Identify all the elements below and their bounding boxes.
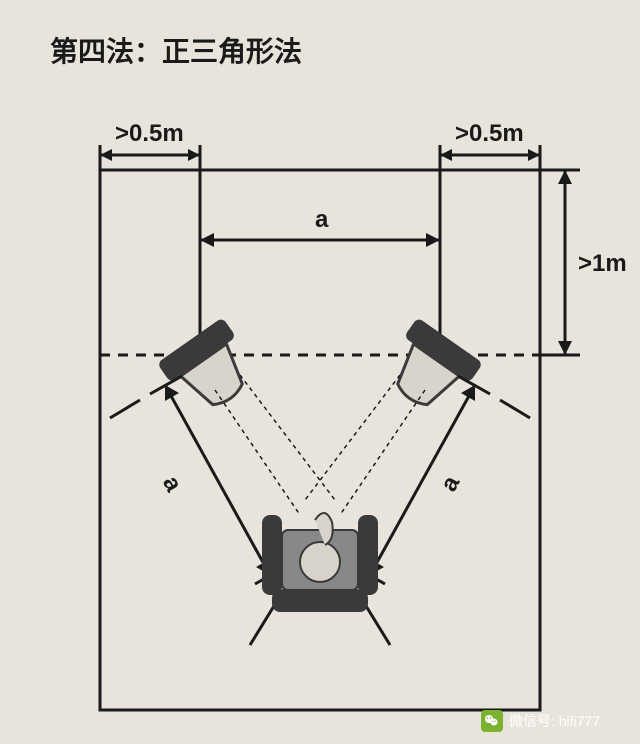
left-wall-dim	[100, 145, 200, 170]
left-sound-ray-2	[240, 375, 335, 500]
speaker-placement-diagram	[40, 100, 600, 720]
right-wall-label: >0.5m	[455, 120, 524, 148]
page-title: 第四法：正三角形法	[50, 30, 302, 70]
right-sound-ray-2	[305, 375, 400, 500]
depth-label: >1m	[578, 250, 627, 278]
watermark: 微信号: hifi777	[481, 710, 600, 732]
wechat-icon	[481, 710, 503, 732]
room-outline	[100, 170, 540, 710]
speaker-spacing-dim	[200, 233, 440, 247]
left-wall-label: >0.5m	[115, 120, 184, 148]
depth-dim	[540, 170, 580, 355]
watermark-text: 微信号: hifi777	[509, 711, 600, 731]
right-speaker	[377, 317, 483, 421]
left-listen-dim	[110, 376, 287, 645]
speaker-dist-label: a	[315, 206, 328, 234]
listener	[262, 513, 378, 612]
right-wall-dim	[440, 145, 540, 170]
left-speaker	[157, 317, 263, 421]
right-listen-dim	[353, 376, 530, 645]
